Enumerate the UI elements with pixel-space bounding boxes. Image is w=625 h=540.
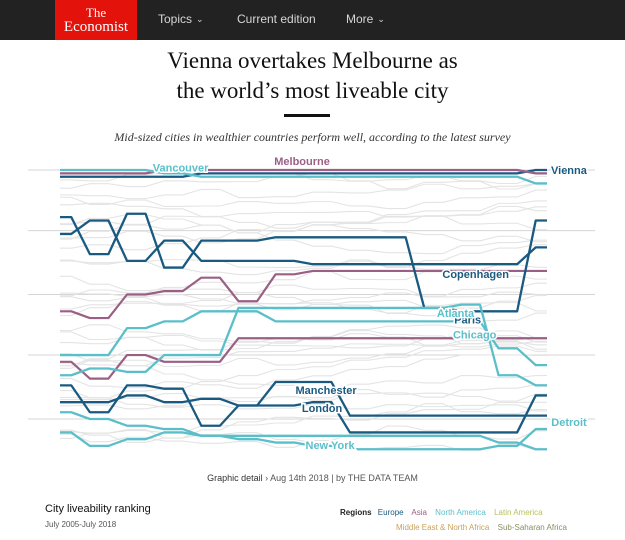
label-atlanta: Atlanta [437, 308, 475, 320]
regions-legend: Regions Europe Asia North America Latin … [340, 505, 600, 535]
footer-chart-title: City liveability ranking [45, 503, 151, 515]
label-manchester: Manchester [296, 385, 358, 397]
series-line-melbourne [60, 168, 547, 175]
series-line-london [60, 394, 547, 434]
background-series-line [60, 354, 547, 389]
background-series-line [60, 359, 547, 393]
background-series-line [60, 200, 547, 240]
title-divider [284, 114, 330, 117]
legend-middle-east: Middle East & North Africa [396, 523, 490, 532]
logo-line-2: Economist [63, 19, 129, 35]
series-line-new-york [60, 431, 547, 451]
background-series-line [60, 172, 547, 190]
legend-asia: Asia [411, 508, 427, 517]
nav-topics-label: Topics [158, 12, 193, 26]
label-vienna: Vienna [551, 165, 588, 177]
legend-sub-saharan-africa: Sub-Saharan Africa [497, 523, 567, 532]
liveability-bump-chart: Vienna Melbourne Vancouver Copenhagen Paris C… [28, 155, 595, 454]
chevron-down-icon: ⌄ [377, 14, 385, 24]
logo-line-1: The [85, 5, 107, 20]
background-series-line [60, 403, 547, 434]
series-line-vienna [60, 168, 547, 178]
background-series-line [60, 345, 547, 399]
chevron-down-icon: ⌄ [196, 14, 204, 24]
label-new-york: New York [306, 440, 356, 452]
legend-europe: Europe [377, 508, 404, 517]
title-line-1: Vienna overtakes Melbourne as [167, 48, 458, 73]
series-line-0 [60, 269, 547, 320]
background-series-line [60, 324, 547, 367]
label-london: London [302, 403, 343, 415]
legend-title: Regions [340, 508, 372, 517]
background-series-line [60, 202, 547, 218]
series-line-detroit [60, 411, 547, 451]
background-series-line [60, 396, 547, 412]
article-caption: Graphic detail › Aug 14th 2018 | by THE … [0, 473, 625, 483]
footer-chart-period: July 2005-July 2018 [45, 520, 117, 529]
title-line-2: the world’s most liveable city [176, 78, 449, 103]
background-series-line [60, 330, 547, 349]
background-series-line [60, 291, 547, 317]
background-series-line [60, 189, 547, 210]
background-series-line [60, 213, 547, 255]
series-line-manchester [60, 380, 547, 427]
legend-north-america: North America [435, 508, 486, 517]
background-series-line [60, 292, 547, 314]
background-series-line [60, 389, 547, 410]
caption-byline: › Aug 14th 2018 | by THE DATA TEAM [262, 473, 418, 483]
nav-current-edition-label: Current edition [237, 12, 316, 26]
series-line-paris [60, 212, 547, 313]
page-title: Vienna overtakes Melbourne as the world’… [0, 46, 625, 106]
series-line-vancouver [60, 168, 547, 185]
label-chicago: Chicago [453, 329, 497, 341]
top-navbar: The Economist Topics ⌄ Current edition Mo… [0, 0, 625, 40]
background-series-line [60, 340, 547, 367]
label-vancouver: Vancouver [153, 163, 209, 175]
background-series-line [60, 282, 547, 310]
legend-latin-america: Latin America [494, 508, 543, 517]
background-series-line [60, 401, 547, 440]
series-labels: Vienna Melbourne Vancouver Copenhagen Paris C… [151, 155, 589, 454]
series-line-chicago [60, 310, 547, 367]
nav-more[interactable]: More ⌄ [346, 12, 385, 26]
series-line-atlanta [60, 303, 547, 387]
background-series-line [60, 205, 547, 251]
chart-subtitle: Mid-sized cities in wealthier countries … [114, 130, 511, 144]
caption-section-link[interactable]: Graphic detail [207, 473, 263, 483]
background-series-line [60, 183, 547, 200]
series-line-1 [60, 337, 547, 380]
label-copenhagen: Copenhagen [442, 269, 509, 281]
nav-more-label: More [346, 12, 374, 26]
background-series-line [60, 215, 547, 234]
background-series-line [60, 340, 547, 367]
nav-topics[interactable]: Topics ⌄ [158, 12, 204, 26]
label-paris: Paris [454, 314, 481, 326]
label-melbourne: Melbourne [274, 156, 330, 168]
highlight-series [60, 168, 547, 451]
background-series-line [60, 383, 547, 403]
economist-logo[interactable]: The Economist [55, 0, 137, 40]
label-detroit: Detroit [551, 417, 587, 429]
series-line-copenhagen [60, 219, 547, 266]
nav-current-edition[interactable]: Current edition [237, 12, 316, 26]
